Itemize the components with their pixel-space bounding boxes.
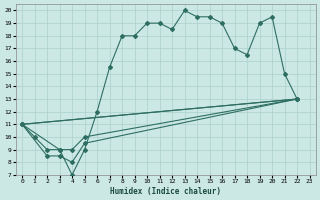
X-axis label: Humidex (Indice chaleur): Humidex (Indice chaleur) [110,187,221,196]
